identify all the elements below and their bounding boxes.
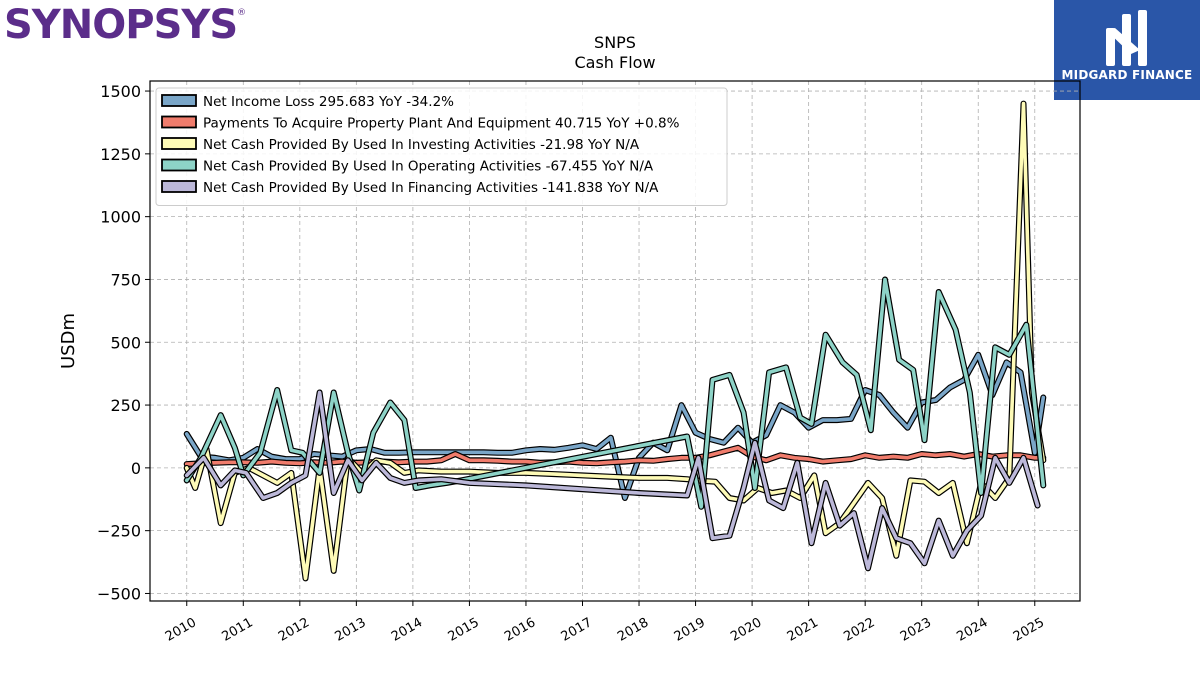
legend-swatch — [161, 115, 197, 129]
legend: Net Income Loss 295.683 YoY -34.2% Paymen… — [155, 87, 728, 206]
y-tick-label: 1000 — [100, 208, 141, 227]
y-axis: −500 −250 0 250 500 750 1000 1250 1500 — [97, 82, 150, 603]
midgard-logo-text: MIDGARD FINANCE — [1061, 68, 1193, 82]
x-tick-label: 2011 — [219, 615, 255, 645]
synopsys-logo-text: SYNOPSYS — [4, 2, 238, 48]
x-tick-label: 2021 — [785, 615, 821, 645]
x-tick-label: 2012 — [276, 615, 312, 645]
x-tick-label: 2023 — [898, 615, 934, 645]
series-line-2 — [184, 101, 1046, 581]
synopsys-logo: SYNOPSYS® — [4, 2, 246, 48]
y-tick-label: −250 — [97, 522, 141, 541]
x-tick-label: 2020 — [728, 615, 764, 645]
y-tick-label: 0 — [131, 459, 141, 478]
y-axis-label: USDm — [58, 313, 79, 369]
legend-entry: Payments To Acquire Property Plant And E… — [203, 116, 680, 132]
y-tick-label: 1500 — [100, 82, 141, 101]
legend-swatch — [161, 180, 197, 193]
legend-swatch — [161, 137, 197, 150]
x-tick-label: 2015 — [446, 615, 482, 645]
midgard-m-icon — [1054, 0, 1200, 100]
x-tick-label: 2025 — [1011, 615, 1047, 645]
y-tick-label: 500 — [110, 333, 141, 352]
series-line-4 — [184, 390, 1040, 571]
x-tick-label: 2019 — [672, 615, 708, 645]
legend-entry: Net Income Loss 295.683 YoY -34.2% — [203, 94, 454, 110]
x-tick-label: 2014 — [389, 615, 425, 645]
chart-title: SNPS — [594, 33, 636, 52]
y-tick-label: −500 — [97, 584, 141, 603]
x-axis: 2010 2011 2012 2013 2014 2015 2016 2017 2018 2019… — [163, 601, 1047, 645]
series-line-3 — [184, 277, 1046, 509]
x-tick-label: 2016 — [502, 615, 538, 645]
chart-subtitle: Cash Flow — [574, 53, 655, 72]
y-tick-label: 250 — [110, 396, 141, 415]
y-tick-label: 1250 — [100, 145, 141, 164]
midgard-finance-logo: MIDGARD FINANCE — [1054, 0, 1200, 100]
legend-entry: Net Cash Provided By Used In Investing A… — [203, 137, 640, 153]
legend-box — [155, 87, 728, 206]
registered-mark: ® — [237, 8, 246, 18]
x-tick-label: 2018 — [615, 615, 651, 645]
y-tick-label: 750 — [110, 270, 141, 289]
x-tick-label: 2017 — [559, 615, 595, 645]
legend-entry: Net Cash Provided By Used In Operating A… — [203, 159, 654, 175]
x-tick-label: 2010 — [163, 615, 199, 645]
legend-entry: Net Cash Provided By Used In Financing A… — [203, 180, 659, 196]
x-tick-label: 2022 — [841, 615, 877, 645]
series-layer — [183, 100, 1047, 582]
series-lines — [183, 100, 1047, 582]
x-tick-label: 2024 — [954, 615, 990, 645]
legend-swatch — [161, 158, 197, 172]
x-tick-label: 2013 — [333, 615, 369, 645]
series-outline-3 — [183, 276, 1047, 510]
plot-area — [149, 80, 1081, 602]
legend-swatch — [161, 94, 197, 107]
